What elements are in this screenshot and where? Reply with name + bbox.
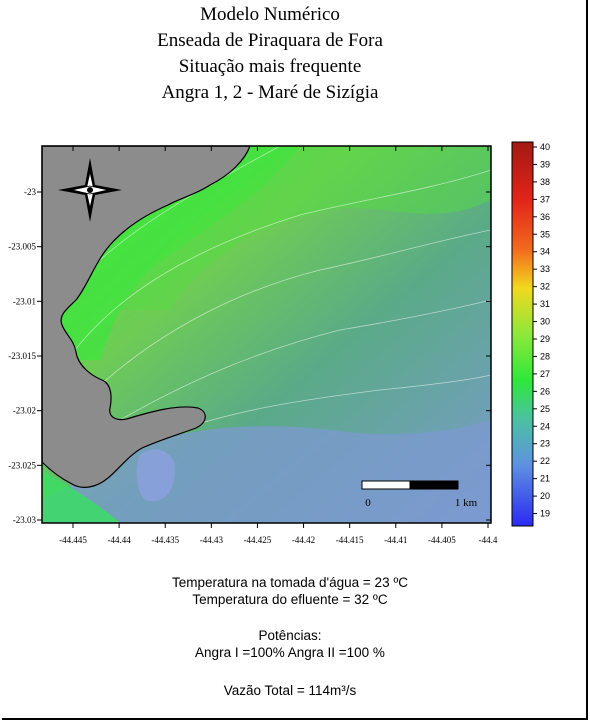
x-tick-label: -44.43: [200, 535, 224, 545]
scale-end-label: 1 km: [455, 497, 478, 509]
y-tick-label: -23: [24, 187, 36, 197]
y-tick-label: -23.015: [8, 351, 36, 361]
y-tick-label: -23.01: [13, 296, 36, 306]
land-mass: [41, 145, 251, 488]
colorbar-tick-label: 20: [540, 491, 550, 501]
colorbar-tick-label: 19: [540, 509, 550, 519]
colorbar-tick-label: 25: [540, 404, 550, 414]
scale-bar: 0 1 km: [361, 480, 478, 509]
title-line-1: Modelo Numérico: [200, 4, 340, 25]
y-tick-label: -23.02: [13, 406, 36, 416]
colorbar-tick-label: 29: [540, 334, 550, 344]
x-tick-label: -44.405: [428, 535, 456, 545]
colorbar-tick-label: 23: [540, 439, 550, 449]
sea-area: [42, 146, 491, 523]
colorbar-tick-label: 22: [540, 456, 550, 466]
colorbar-tick-label: 40: [540, 142, 550, 152]
figure-title: Modelo Numérico Enseada de Piraquara de …: [0, 2, 540, 106]
compass-rose-icon: [58, 158, 122, 222]
colorbar-tick-label: 27: [540, 369, 550, 379]
x-tick-label: -44.435: [151, 535, 179, 545]
x-tick-label: -44.445: [59, 535, 87, 545]
colorbar-tick-label: 24: [540, 421, 550, 431]
colorbar-tick-label: 39: [540, 159, 550, 169]
colorbar: [511, 141, 534, 527]
colorbar-tick-label: 31: [540, 299, 550, 309]
colorbar-tick-label: 33: [540, 264, 550, 274]
colorbar-tick-label: 38: [540, 177, 550, 187]
y-tick-label: -23.03: [13, 515, 37, 525]
title-line-2: Enseada de Piraquara de Fora: [157, 30, 383, 51]
colorbar-tick-label: 32: [540, 282, 550, 292]
x-tick-label: -44.415: [336, 535, 364, 545]
powers-values: Angra I =100% Angra II =100 %: [195, 645, 385, 660]
total-flow-text: Vazão Total = 114m³/s: [223, 683, 357, 698]
y-tick-label: -23.005: [8, 242, 36, 252]
colorbar-tick-label: 21: [540, 474, 550, 484]
x-tick-label: -44.44: [107, 535, 131, 545]
colorbar-tick-label: 30: [540, 317, 550, 327]
y-axis: -23 -23.005 -23.01 -23.015 -23.02 -23.025 -23.…: [8, 187, 491, 525]
effluent-temperature-text: Temperatura do efluente = 32 ºC: [192, 592, 388, 607]
map-border: [41, 145, 492, 524]
colorbar-tick-label: 28: [540, 351, 550, 361]
scale-start-label: 0: [365, 497, 371, 509]
x-tick-label: -44.41: [384, 535, 407, 545]
title-line-4: Angra 1, 2 - Maré de Sizígia: [161, 82, 379, 103]
colorbar-tick-label: 37: [540, 194, 550, 204]
colorbar-tick-label: 35: [540, 229, 550, 239]
title-line-3: Situação mais frequente: [178, 56, 362, 77]
y-tick-label: -23.025: [8, 460, 36, 470]
x-tick-label: -44.4: [479, 535, 498, 545]
colorbar-tick-label: 34: [540, 247, 550, 257]
intake-temperature-text: Temperatura na tomada d'água = 23 ºC: [171, 575, 409, 590]
colorbar-tick-label: 36: [540, 212, 550, 222]
x-axis: -44.445 -44.44 -44.435 -44.43 -44.425 -44.42 -…: [59, 146, 498, 545]
powers-heading: Potências:: [258, 628, 322, 643]
x-tick-label: -44.425: [244, 535, 272, 545]
colorbar-ticks: 40 39 38 37 36 35 34 33 32 31 30 29 28 27 26 25 24 23 22 21…: [533, 142, 550, 519]
x-tick-label: -44.42: [292, 535, 315, 545]
colorbar-tick-label: 26: [540, 386, 550, 396]
